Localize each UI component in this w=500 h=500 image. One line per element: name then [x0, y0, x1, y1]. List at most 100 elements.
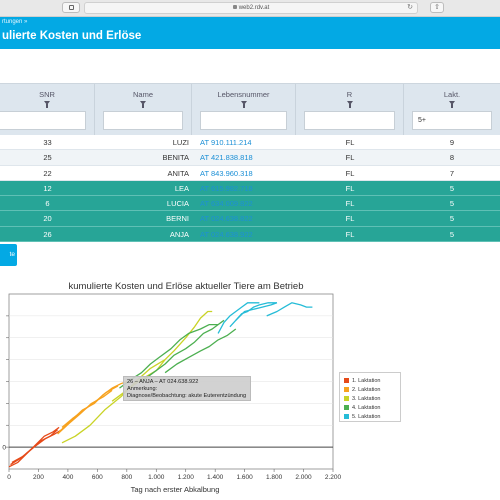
table-row[interactable]: 22 ANITA AT 843.960.318 FL 7	[0, 165, 500, 181]
legend-item[interactable]: 4. Laktation	[344, 403, 396, 412]
x-tick-label: 800	[121, 474, 132, 481]
cell-snr: 25	[43, 153, 52, 163]
cell-r: FL	[345, 138, 355, 147]
filter-icon	[346, 101, 353, 108]
cell-lnr[interactable]: AT 024.638.822	[200, 214, 253, 224]
filter-input-lebensnummer[interactable]	[200, 111, 287, 130]
browser-toolbar: web2.rdv.at ↻ ⇧	[0, 0, 500, 17]
cell-lnr[interactable]: AT 421.838.818	[200, 153, 253, 163]
x-tick-label: 2.200	[325, 474, 342, 481]
tooltip-line: Anmerkung:	[127, 386, 158, 392]
series-line	[217, 302, 260, 334]
lock-icon	[232, 5, 237, 10]
action-button[interactable]: te	[0, 244, 17, 266]
breadcrumb[interactable]: rtungen »	[2, 19, 28, 25]
table-row[interactable]: 12 LEA AT 615.982.718 FL 5	[0, 180, 500, 197]
animal-table: SNR Name Lebensnummer R Lakt. 33 LUZI AT 9…	[0, 83, 500, 243]
column-name[interactable]: Name	[95, 84, 192, 135]
sidebar-icon	[68, 5, 74, 10]
cell-lakt: 9	[449, 138, 455, 147]
legend-item[interactable]: 3. Laktation	[344, 394, 396, 403]
cell-snr: 26	[43, 229, 52, 239]
filter-input-name[interactable]	[103, 111, 183, 130]
cell-lnr[interactable]: AT 634.009.822	[200, 199, 253, 209]
cell-lnr[interactable]: AT 843.960.318	[200, 168, 253, 178]
address-bar[interactable]: web2.rdv.at ↻	[84, 2, 418, 14]
cell-snr: 12	[43, 183, 52, 193]
chart-legend: 1. Laktation 2. Laktation 3. Laktation 4. L…	[339, 372, 401, 422]
cost-revenue-chart: kumulierte Kosten und Erlöse aktueller T…	[0, 276, 500, 500]
cell-lnr[interactable]: AT 024.638.922	[200, 229, 253, 239]
legend-label: 4. Laktation	[352, 404, 381, 411]
x-tick-label: 600	[92, 474, 103, 481]
filter-icon	[44, 101, 50, 108]
column-laktation[interactable]: Lakt.	[404, 84, 500, 135]
legend-swatch	[344, 387, 349, 392]
cell-name: BENITA	[162, 153, 189, 163]
cell-lnr[interactable]: AT 615.982.718	[200, 183, 253, 193]
legend-label: 5. Laktation	[352, 413, 381, 420]
legend-item[interactable]: 5. Laktation	[344, 412, 396, 421]
cell-lakt: 5	[449, 229, 455, 239]
tooltip-line: Diagnose/Beobachtung: akute Euterentzünd…	[127, 393, 247, 399]
filter-input-laktation[interactable]	[412, 111, 492, 130]
cell-snr: 6	[45, 199, 50, 209]
series-line	[266, 302, 313, 317]
sidebar-toggle-button[interactable]	[62, 2, 80, 13]
table-row[interactable]: 20 BERNI AT 024.638.822 FL 5	[0, 211, 500, 227]
cell-lakt: 5	[449, 214, 455, 224]
x-tick-label: 1.600	[236, 474, 253, 481]
x-tick-label: 2.000	[295, 474, 312, 481]
cell-lakt: 5	[449, 183, 455, 193]
page-title: ulierte Kosten und Erlöse	[2, 30, 142, 42]
cell-lakt: 7	[449, 168, 455, 178]
column-label: R	[346, 90, 353, 99]
reload-icon[interactable]: ↻	[407, 4, 413, 11]
table-row[interactable]: 33 LUZI AT 910.111.214 FL 9	[0, 135, 500, 151]
cell-name: LEA	[174, 183, 189, 193]
filter-input-snr[interactable]	[0, 111, 86, 130]
table-row[interactable]: 25 BENITA AT 421.838.818 FL 8	[0, 150, 500, 166]
series-line	[11, 429, 63, 463]
legend-item[interactable]: 2. Laktation	[344, 385, 396, 394]
cell-lakt: 5	[449, 199, 455, 209]
share-button[interactable]: ⇧	[430, 2, 444, 13]
cell-r: FL	[345, 153, 355, 163]
x-tick-label: 1.400	[207, 474, 224, 481]
table-row[interactable]: 6 LUCIA AT 634.009.822 FL 5	[0, 196, 500, 212]
column-lebensnummer[interactable]: Lebensnummer	[192, 84, 296, 135]
column-snr[interactable]: SNR	[0, 84, 95, 135]
chart-title: kumulierte Kosten und Erlöse aktueller T…	[68, 281, 304, 292]
table-row[interactable]: 26 ANJA AT 024.638.922 FL 5	[0, 226, 500, 243]
column-label: Lakt.	[443, 90, 461, 99]
legend-swatch	[344, 396, 349, 401]
x-tick-label: 1.000	[148, 474, 165, 481]
x-axis-label: Tag nach erster Abkalbung	[130, 485, 220, 494]
cell-name: LUZI	[172, 138, 189, 147]
cell-r: FL	[345, 199, 355, 209]
column-label: Lebensnummer	[217, 90, 270, 99]
cell-r: FL	[345, 168, 355, 178]
cell-r: FL	[345, 229, 355, 239]
table-body: 33 LUZI AT 910.111.214 FL 9 25 BENITA AT 421.83…	[0, 135, 500, 243]
legend-label: 2. Laktation	[352, 386, 381, 393]
series-line	[61, 385, 119, 428]
legend-label: 1. Laktation	[352, 377, 381, 384]
series-line	[61, 310, 213, 444]
cell-name: ANITA	[167, 168, 189, 178]
cell-name: BERNI	[166, 214, 189, 224]
cell-name: ANJA	[169, 229, 189, 239]
legend-item[interactable]: 1. Laktation	[344, 376, 396, 385]
filter-icon	[140, 101, 146, 108]
filter-input-rasse[interactable]	[304, 111, 395, 130]
cell-snr: 33	[43, 138, 52, 147]
x-tick-label: 1.800	[266, 474, 283, 481]
column-rasse[interactable]: R	[296, 84, 404, 135]
cell-lnr[interactable]: AT 910.111.214	[200, 138, 252, 147]
column-label: SNR	[39, 90, 55, 99]
chart-tooltip: 26 – ANJA – AT 024.638.922 Anmerkung: Di…	[123, 376, 251, 401]
series-line	[235, 302, 278, 321]
x-tick-label: 0	[7, 474, 11, 481]
legend-swatch	[344, 378, 349, 383]
cell-lakt: 8	[449, 153, 455, 163]
